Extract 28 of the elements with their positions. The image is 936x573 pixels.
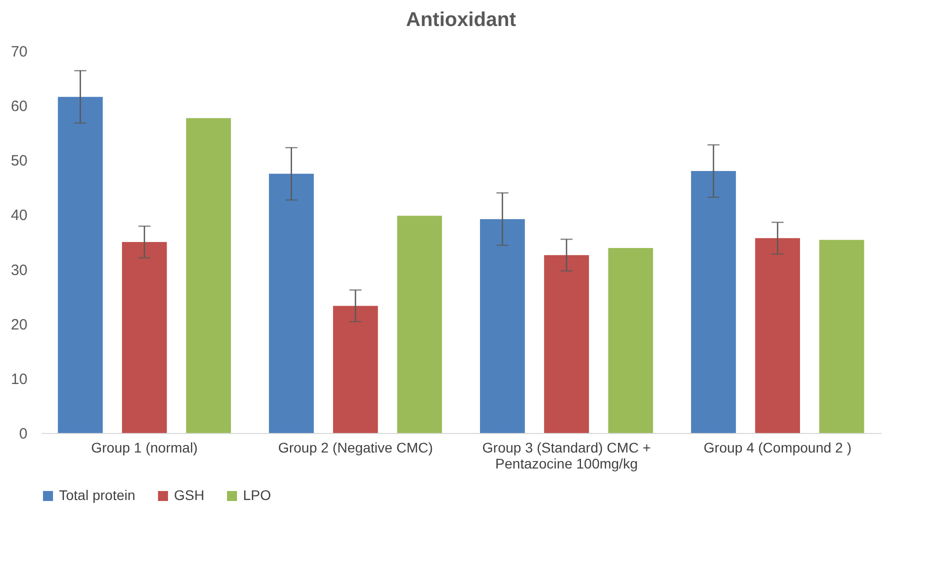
y-tick-label: 70 [10,44,28,60]
bar [608,248,654,433]
bar [268,174,314,433]
x-tick-label: Group 2 (Negative CMC) [278,440,433,456]
y-tick-label: 40 [10,207,28,224]
y-tick-label: 20 [10,316,28,334]
y-tick-label: 30 [10,262,28,279]
bar [691,171,736,433]
y-tick-label: 0 [19,426,28,442]
bar [755,238,800,433]
bar [544,255,589,433]
bar [186,118,231,433]
legend-label: GSH [174,487,204,503]
bar [333,306,378,433]
x-tick-label: Group 3 (Standard) CMC + Pentazocine 100mg/kg [482,440,651,472]
bar [58,96,103,433]
y-tick-label: 10 [10,370,28,388]
x-tick-label: Group 4 (Compound 2 ) [704,440,852,456]
bar [122,242,167,433]
bar [480,219,525,433]
bar [819,240,864,433]
legend-label: LPO [243,487,272,503]
legend-label: Total protein [59,487,136,503]
bar [397,216,442,433]
y-tick-label: 60 [10,98,28,116]
x-tick-label: Group 1 (normal) [91,440,198,456]
y-tick-label: 50 [10,152,28,170]
chart-title: Antioxidant [406,9,516,31]
